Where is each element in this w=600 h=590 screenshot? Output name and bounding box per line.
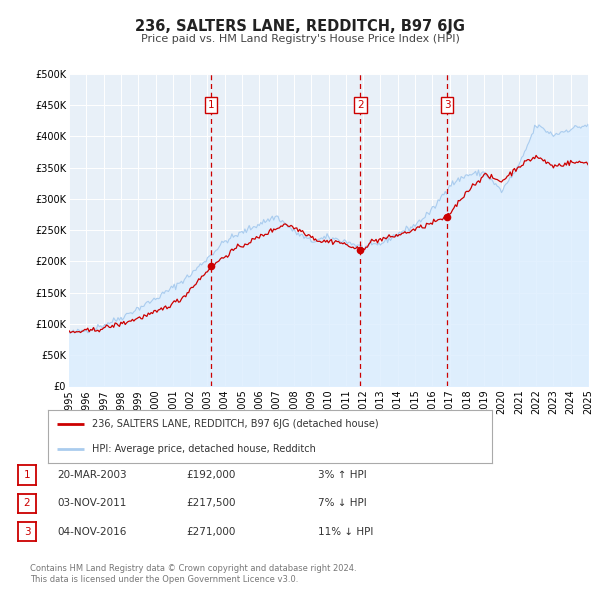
Text: 236, SALTERS LANE, REDDITCH, B97 6JG: 236, SALTERS LANE, REDDITCH, B97 6JG	[135, 19, 465, 34]
Text: 7% ↓ HPI: 7% ↓ HPI	[318, 499, 367, 508]
Text: £217,500: £217,500	[186, 499, 235, 508]
Text: 1: 1	[23, 470, 31, 480]
Text: Contains HM Land Registry data © Crown copyright and database right 2024.: Contains HM Land Registry data © Crown c…	[30, 565, 356, 573]
Text: 2: 2	[23, 499, 31, 508]
Text: HPI: Average price, detached house, Redditch: HPI: Average price, detached house, Redd…	[92, 444, 316, 454]
Text: 2: 2	[357, 100, 364, 110]
Text: Price paid vs. HM Land Registry's House Price Index (HPI): Price paid vs. HM Land Registry's House …	[140, 34, 460, 44]
Text: £271,000: £271,000	[186, 527, 235, 536]
Text: 1: 1	[208, 100, 215, 110]
Text: £192,000: £192,000	[186, 470, 235, 480]
Text: 3% ↑ HPI: 3% ↑ HPI	[318, 470, 367, 480]
Text: 11% ↓ HPI: 11% ↓ HPI	[318, 527, 373, 536]
Text: This data is licensed under the Open Government Licence v3.0.: This data is licensed under the Open Gov…	[30, 575, 298, 584]
Text: 3: 3	[443, 100, 451, 110]
Text: 236, SALTERS LANE, REDDITCH, B97 6JG (detached house): 236, SALTERS LANE, REDDITCH, B97 6JG (de…	[92, 419, 379, 430]
Text: 3: 3	[23, 527, 31, 536]
Text: 04-NOV-2016: 04-NOV-2016	[57, 527, 127, 536]
Text: 20-MAR-2003: 20-MAR-2003	[57, 470, 127, 480]
Text: 03-NOV-2011: 03-NOV-2011	[57, 499, 127, 508]
